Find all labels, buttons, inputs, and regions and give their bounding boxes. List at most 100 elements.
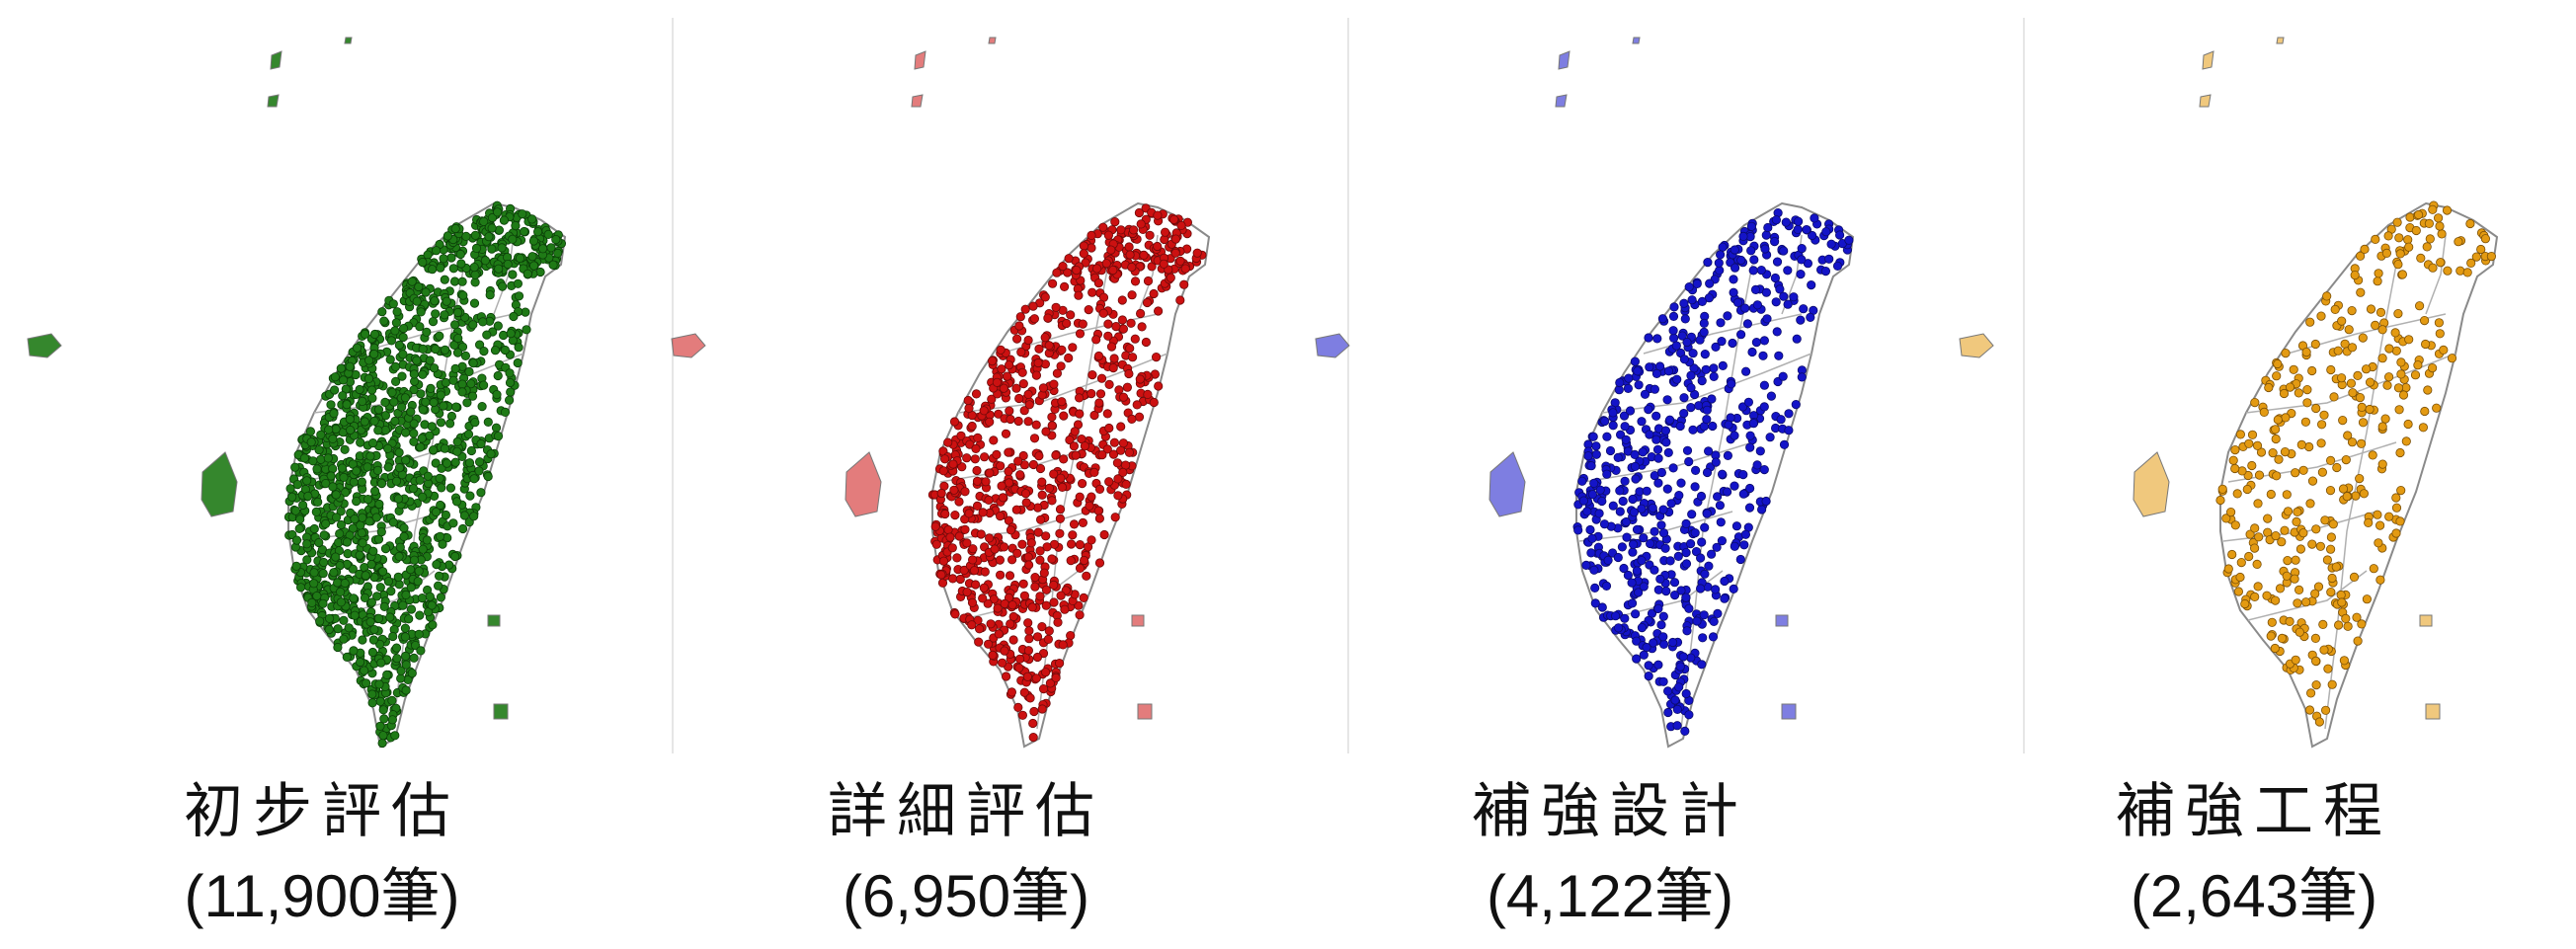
school-point (328, 434, 338, 443)
school-point (2353, 370, 2363, 380)
school-point (1703, 446, 1714, 456)
school-point (452, 446, 462, 456)
school-point (1752, 460, 1762, 470)
school-point (2305, 499, 2315, 509)
school-point (470, 277, 480, 287)
school-point (362, 462, 372, 472)
school-point (2396, 369, 2406, 379)
school-point (1004, 360, 1014, 370)
school-point (1011, 505, 1021, 514)
school-point (2236, 557, 2246, 568)
school-point (1047, 412, 1057, 422)
school-point (1748, 266, 1758, 276)
school-point (1597, 602, 1607, 612)
school-point (342, 537, 352, 547)
school-point (1015, 312, 1025, 322)
school-point (2420, 406, 2430, 417)
school-point (348, 564, 358, 574)
school-point (312, 464, 322, 474)
school-point (2352, 612, 2362, 622)
school-point (1645, 538, 1655, 549)
school-point (400, 393, 410, 403)
school-point (2428, 204, 2438, 214)
school-point (499, 215, 509, 225)
school-point (1103, 230, 1113, 240)
school-point (1079, 241, 1088, 251)
school-point (326, 400, 336, 410)
offshore-island (1959, 333, 1994, 358)
school-point (1127, 262, 1137, 273)
school-point (1697, 660, 1707, 670)
school-point (2235, 430, 2245, 439)
school-point (409, 419, 419, 429)
school-point (938, 556, 949, 566)
school-point (505, 368, 515, 378)
school-point (514, 291, 524, 301)
school-point (1084, 304, 1093, 315)
panel-count: (2,643筆) (2130, 863, 2378, 929)
school-point (336, 507, 346, 516)
school-point (290, 462, 300, 472)
school-point (349, 593, 359, 603)
school-point (474, 340, 485, 350)
school-point (2333, 620, 2344, 630)
school-point (2391, 503, 2402, 513)
school-point (1653, 660, 1663, 670)
school-point (1740, 529, 1750, 539)
school-point (404, 614, 414, 624)
school-point (546, 243, 556, 253)
school-point (2347, 343, 2358, 353)
school-point (1705, 278, 1715, 288)
school-point (1038, 683, 1049, 694)
school-point (1630, 461, 1641, 471)
offshore-island (2419, 614, 2433, 627)
school-point (2307, 365, 2317, 376)
school-point (487, 212, 498, 223)
school-point (450, 551, 460, 562)
school-point (2217, 484, 2227, 494)
school-point (2245, 529, 2255, 539)
school-point (1708, 421, 1718, 432)
school-point (340, 488, 351, 498)
school-point (1729, 287, 1738, 297)
school-point (376, 478, 387, 489)
school-point (483, 417, 493, 427)
school-point (1672, 704, 1682, 715)
school-point (428, 445, 439, 455)
school-point (465, 491, 475, 501)
school-point (1655, 574, 1665, 585)
school-point (425, 356, 435, 365)
school-point (1600, 416, 1610, 427)
school-point (1738, 489, 1748, 499)
school-point (2357, 402, 2367, 412)
school-point (2383, 231, 2393, 241)
school-point (1040, 292, 1050, 302)
school-point (2311, 403, 2321, 414)
school-point (1066, 539, 1077, 549)
school-point (324, 624, 334, 635)
school-point (505, 377, 516, 388)
school-point (1111, 321, 1121, 332)
school-point (1615, 486, 1625, 496)
school-point (469, 298, 480, 308)
school-point (425, 431, 435, 440)
school-point (1093, 277, 1103, 288)
school-point (395, 542, 405, 552)
school-point (962, 453, 972, 463)
school-point (518, 209, 527, 219)
school-point (1644, 671, 1653, 681)
school-point (1041, 531, 1051, 541)
school-point (1024, 400, 1034, 410)
school-point (427, 265, 438, 275)
school-point (940, 509, 950, 519)
school-point (2373, 510, 2382, 519)
school-point (338, 391, 348, 401)
school-point (2267, 617, 2277, 627)
school-point (478, 380, 489, 390)
school-point (388, 299, 398, 309)
school-point (963, 395, 973, 406)
school-point (1025, 693, 1035, 703)
school-point (302, 539, 312, 549)
school-point (2362, 594, 2372, 604)
offshore-island (1489, 451, 1526, 517)
